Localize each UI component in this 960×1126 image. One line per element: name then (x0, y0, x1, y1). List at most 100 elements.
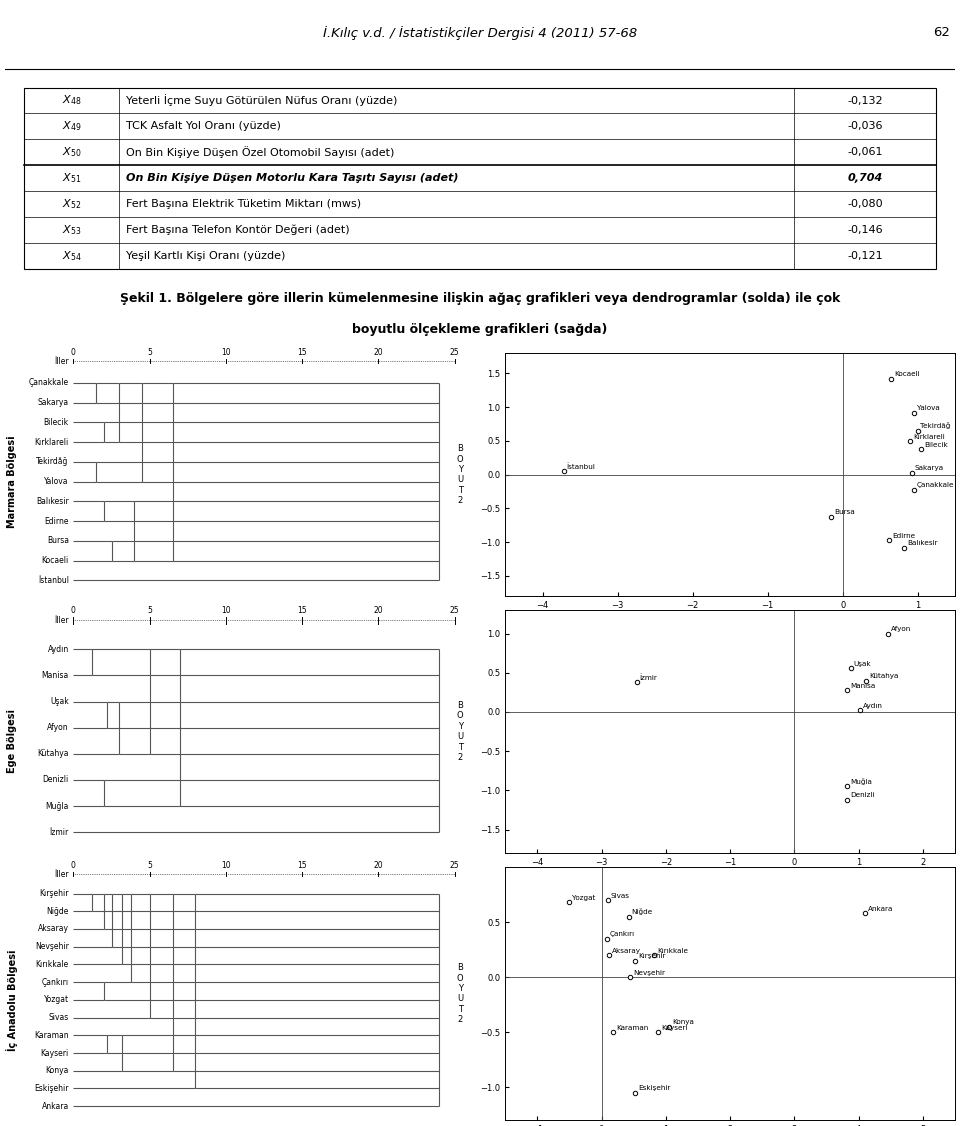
Text: Balıkesir: Balıkesir (907, 540, 938, 546)
Text: Yozgat: Yozgat (572, 895, 595, 901)
Text: Manisa: Manisa (850, 682, 876, 689)
Text: Yozgat: Yozgat (44, 995, 69, 1004)
Text: Kayseri: Kayseri (660, 1025, 687, 1030)
Text: Karaman: Karaman (35, 1030, 69, 1039)
Text: İller: İller (54, 869, 69, 878)
Text: Manisa: Manisa (41, 671, 69, 680)
Text: -0,146: -0,146 (847, 225, 883, 235)
Text: 15: 15 (298, 606, 307, 615)
Text: Yalova: Yalova (917, 405, 940, 411)
Text: İstanbul: İstanbul (566, 463, 595, 470)
Text: Kütahya: Kütahya (37, 749, 69, 758)
Text: -0,132: -0,132 (847, 96, 883, 106)
Text: İstanbul: İstanbul (37, 575, 69, 584)
Text: boyutlu ölçekleme grafikleri (sağda): boyutlu ölçekleme grafikleri (sağda) (352, 322, 608, 336)
Text: Denizli: Denizli (42, 776, 69, 785)
Text: Bilecik: Bilecik (924, 441, 948, 448)
Text: Çanakkale: Çanakkale (29, 378, 69, 387)
Text: İ.Kılıç v.d. / İstatistikçiler Dergisi 4 (2011) 57-68: İ.Kılıç v.d. / İstatistikçiler Dergisi 4… (323, 26, 637, 39)
Text: Yeşil Kartlı Kişi Oranı (yüzde): Yeşil Kartlı Kişi Oranı (yüzde) (127, 251, 286, 261)
Text: Bursa: Bursa (834, 509, 855, 515)
Text: Tekirdăğ: Tekirdăğ (921, 422, 950, 429)
Text: Aksaray: Aksaray (37, 924, 69, 933)
Text: Sivas: Sivas (49, 1013, 69, 1022)
Text: Ankara: Ankara (41, 1101, 69, 1110)
Text: Eskişehir: Eskişehir (35, 1084, 69, 1093)
Text: 5: 5 (147, 348, 152, 357)
Text: İzmir: İzmir (50, 828, 69, 837)
Text: Aydın: Aydın (863, 703, 882, 709)
Text: Denizli: Denizli (850, 793, 875, 798)
Text: 62: 62 (933, 26, 950, 39)
Text: 10: 10 (221, 348, 230, 357)
Text: Çankırı: Çankırı (610, 931, 635, 937)
Text: İller: İller (54, 357, 69, 366)
Text: $X_{53}$: $X_{53}$ (61, 223, 81, 236)
Text: Kırıkkale: Kırıkkale (657, 948, 688, 954)
Text: İller: İller (54, 616, 69, 625)
Text: $X_{52}$: $X_{52}$ (61, 197, 81, 211)
Text: On Bin Kişiye Düşen Özel Otomobil Sayısı (adet): On Bin Kişiye Düşen Özel Otomobil Sayısı… (127, 146, 395, 158)
Text: 10: 10 (221, 861, 230, 870)
X-axis label: BOYUT 1: BOYUT 1 (711, 616, 750, 625)
Text: Aksaray: Aksaray (612, 948, 641, 954)
Text: Çankırı: Çankırı (41, 977, 69, 986)
Text: Kırşehir: Kırşehir (637, 954, 665, 959)
Text: Sakarya: Sakarya (37, 397, 69, 406)
Text: Muğla: Muğla (850, 778, 872, 785)
Text: On Bin Kişiye Düşen Motorlu Kara Taşıtı Sayısı (adet): On Bin Kişiye Düşen Motorlu Kara Taşıtı … (127, 173, 459, 184)
Text: Çanakkale: Çanakkale (917, 482, 954, 489)
Text: Bursa: Bursa (47, 536, 69, 545)
Text: 5: 5 (147, 861, 152, 870)
Text: 20: 20 (373, 606, 383, 615)
Text: Konya: Konya (45, 1066, 69, 1075)
Text: Kayseri: Kayseri (40, 1048, 69, 1057)
Text: Niğde: Niğde (632, 908, 653, 915)
Text: -0,036: -0,036 (847, 122, 882, 132)
Text: Uşak: Uşak (50, 697, 69, 706)
Text: Konya: Konya (672, 1019, 694, 1026)
Text: Marmara Bölgesi: Marmara Bölgesi (8, 436, 17, 528)
Text: Edirne: Edirne (44, 517, 69, 526)
Text: Şekil 1. Bölgelere göre illerin kümelenmesine ilişkin ağaç grafikleri veya dendr: Şekil 1. Bölgelere göre illerin kümelenm… (120, 292, 840, 305)
Text: Ege Bölgesi: Ege Bölgesi (8, 708, 17, 772)
Text: Karaman: Karaman (616, 1025, 648, 1030)
Text: 25: 25 (449, 348, 459, 357)
Text: Kırklareli: Kırklareli (35, 438, 69, 447)
Text: 0: 0 (71, 348, 76, 357)
Text: Uşak: Uşak (853, 661, 872, 667)
Text: $X_{49}$: $X_{49}$ (61, 119, 81, 133)
Text: Niğde: Niğde (46, 906, 69, 915)
Text: Ankara: Ankara (868, 905, 894, 912)
Text: Kocaeli: Kocaeli (41, 556, 69, 565)
Text: $X_{50}$: $X_{50}$ (61, 145, 81, 159)
Text: 20: 20 (373, 348, 383, 357)
Text: Bilecik: Bilecik (44, 418, 69, 427)
Text: 5: 5 (147, 606, 152, 615)
Text: Kocaeli: Kocaeli (894, 372, 920, 377)
Text: Afyon: Afyon (47, 723, 69, 732)
Text: Tekirdăğ: Tekirdăğ (36, 457, 69, 466)
Text: Nevşehir: Nevşehir (35, 942, 69, 951)
Text: Kırıkkale: Kırıkkale (36, 959, 69, 968)
Text: 15: 15 (298, 861, 307, 870)
Text: Muğla: Muğla (45, 802, 69, 811)
Text: 0: 0 (71, 606, 76, 615)
Text: Aydın: Aydın (48, 645, 69, 654)
Y-axis label: B
O
Y
U
T
2: B O Y U T 2 (457, 701, 464, 762)
Text: -0,121: -0,121 (847, 251, 883, 261)
Text: İç Anadolu Bölgesi: İç Anadolu Bölgesi (7, 949, 18, 1051)
Text: Balıkesir: Balıkesir (36, 497, 69, 506)
Text: Fert Başına Elektrik Tüketim Miktarı (mws): Fert Başına Elektrik Tüketim Miktarı (mw… (127, 199, 362, 209)
Text: 25: 25 (449, 861, 459, 870)
Text: -0,061: -0,061 (847, 148, 882, 158)
Text: $X_{54}$: $X_{54}$ (61, 249, 82, 262)
Text: 20: 20 (373, 861, 383, 870)
Text: 0,704: 0,704 (848, 173, 882, 184)
Text: Edirne: Edirne (892, 533, 915, 538)
Text: 15: 15 (298, 348, 307, 357)
Text: TCK Asfalt Yol Oranı (yüzde): TCK Asfalt Yol Oranı (yüzde) (127, 122, 281, 132)
Text: $X_{51}$: $X_{51}$ (61, 171, 81, 185)
Text: 10: 10 (221, 606, 230, 615)
Text: 0: 0 (71, 861, 76, 870)
